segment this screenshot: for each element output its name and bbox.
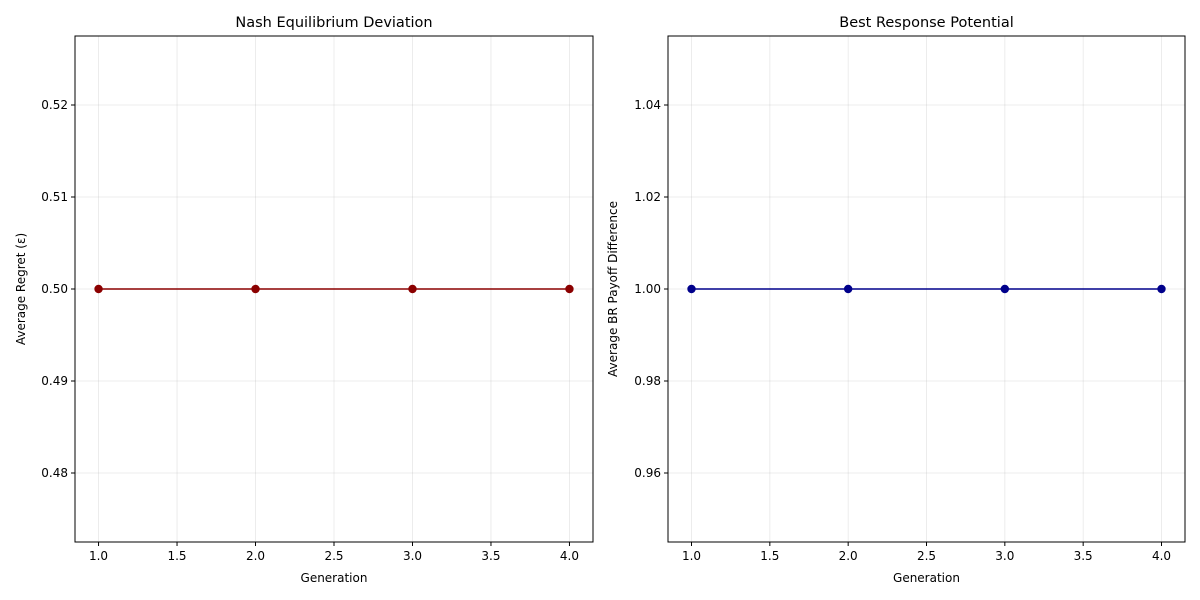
- series: [687, 284, 1166, 294]
- y-axis-label: Average BR Payoff Difference: [606, 201, 620, 377]
- y-tick-label: 0.49: [41, 374, 68, 388]
- data-point: [1000, 284, 1010, 294]
- y-tick-label: 0.48: [41, 466, 68, 480]
- x-tick-label: 2.5: [917, 549, 936, 563]
- x-tick-label: 1.0: [89, 549, 108, 563]
- ticks: 1.0 1.5 2.0 2.5 3.0 3.5 4.0 0.96 0.98 1.00 1.02 1.0…: [634, 98, 1171, 563]
- data-point: [408, 284, 417, 294]
- data-point: [1157, 284, 1166, 294]
- chart-panel-best-response: Best Response Potential Generation Avera…: [606, 15, 1186, 585]
- x-tick-label: 4.0: [1152, 549, 1171, 563]
- x-tick-label: 4.0: [560, 549, 579, 563]
- x-tick-label: 2.5: [324, 549, 343, 563]
- x-tick-label: 1.5: [760, 549, 779, 563]
- x-tick-label: 3.0: [403, 549, 422, 563]
- data-point: [687, 284, 696, 294]
- series: [94, 284, 574, 294]
- y-tick-label: 0.96: [634, 466, 661, 480]
- ticks: 1.0 1.5 2.0 2.5 3.0 3.5 4.0 0.48 0.49 0.50 0.51 0.5…: [41, 98, 579, 563]
- y-tick-label: 1.00: [634, 282, 661, 296]
- x-tick-label: 1.0: [682, 549, 701, 563]
- data-point: [843, 284, 853, 294]
- y-tick-label: 0.98: [634, 374, 661, 388]
- data-point: [251, 284, 260, 294]
- x-tick-label: 2.0: [246, 549, 265, 563]
- y-tick-label: 0.51: [41, 190, 68, 204]
- data-point: [565, 284, 574, 294]
- x-tick-label: 3.5: [1074, 549, 1093, 563]
- x-tick-label: 2.0: [839, 549, 858, 563]
- x-tick-label: 3.0: [995, 549, 1014, 563]
- y-tick-label: 1.02: [634, 190, 661, 204]
- x-axis-label: Generation: [893, 571, 960, 585]
- x-axis-label: Generation: [301, 571, 368, 585]
- data-point: [94, 284, 103, 294]
- chart-title: Best Response Potential: [839, 15, 1014, 31]
- y-tick-label: 0.52: [41, 98, 68, 112]
- x-tick-label: 1.5: [167, 549, 186, 563]
- y-axis-label: Average Regret (ε): [14, 233, 28, 345]
- y-tick-label: 0.50: [41, 282, 68, 296]
- y-tick-label: 1.04: [634, 98, 661, 112]
- chart-title: Nash Equilibrium Deviation: [235, 15, 432, 31]
- chart-panel-nash: Nash Equilibrium Deviation Generation Av…: [14, 15, 594, 585]
- x-tick-label: 3.5: [481, 549, 500, 563]
